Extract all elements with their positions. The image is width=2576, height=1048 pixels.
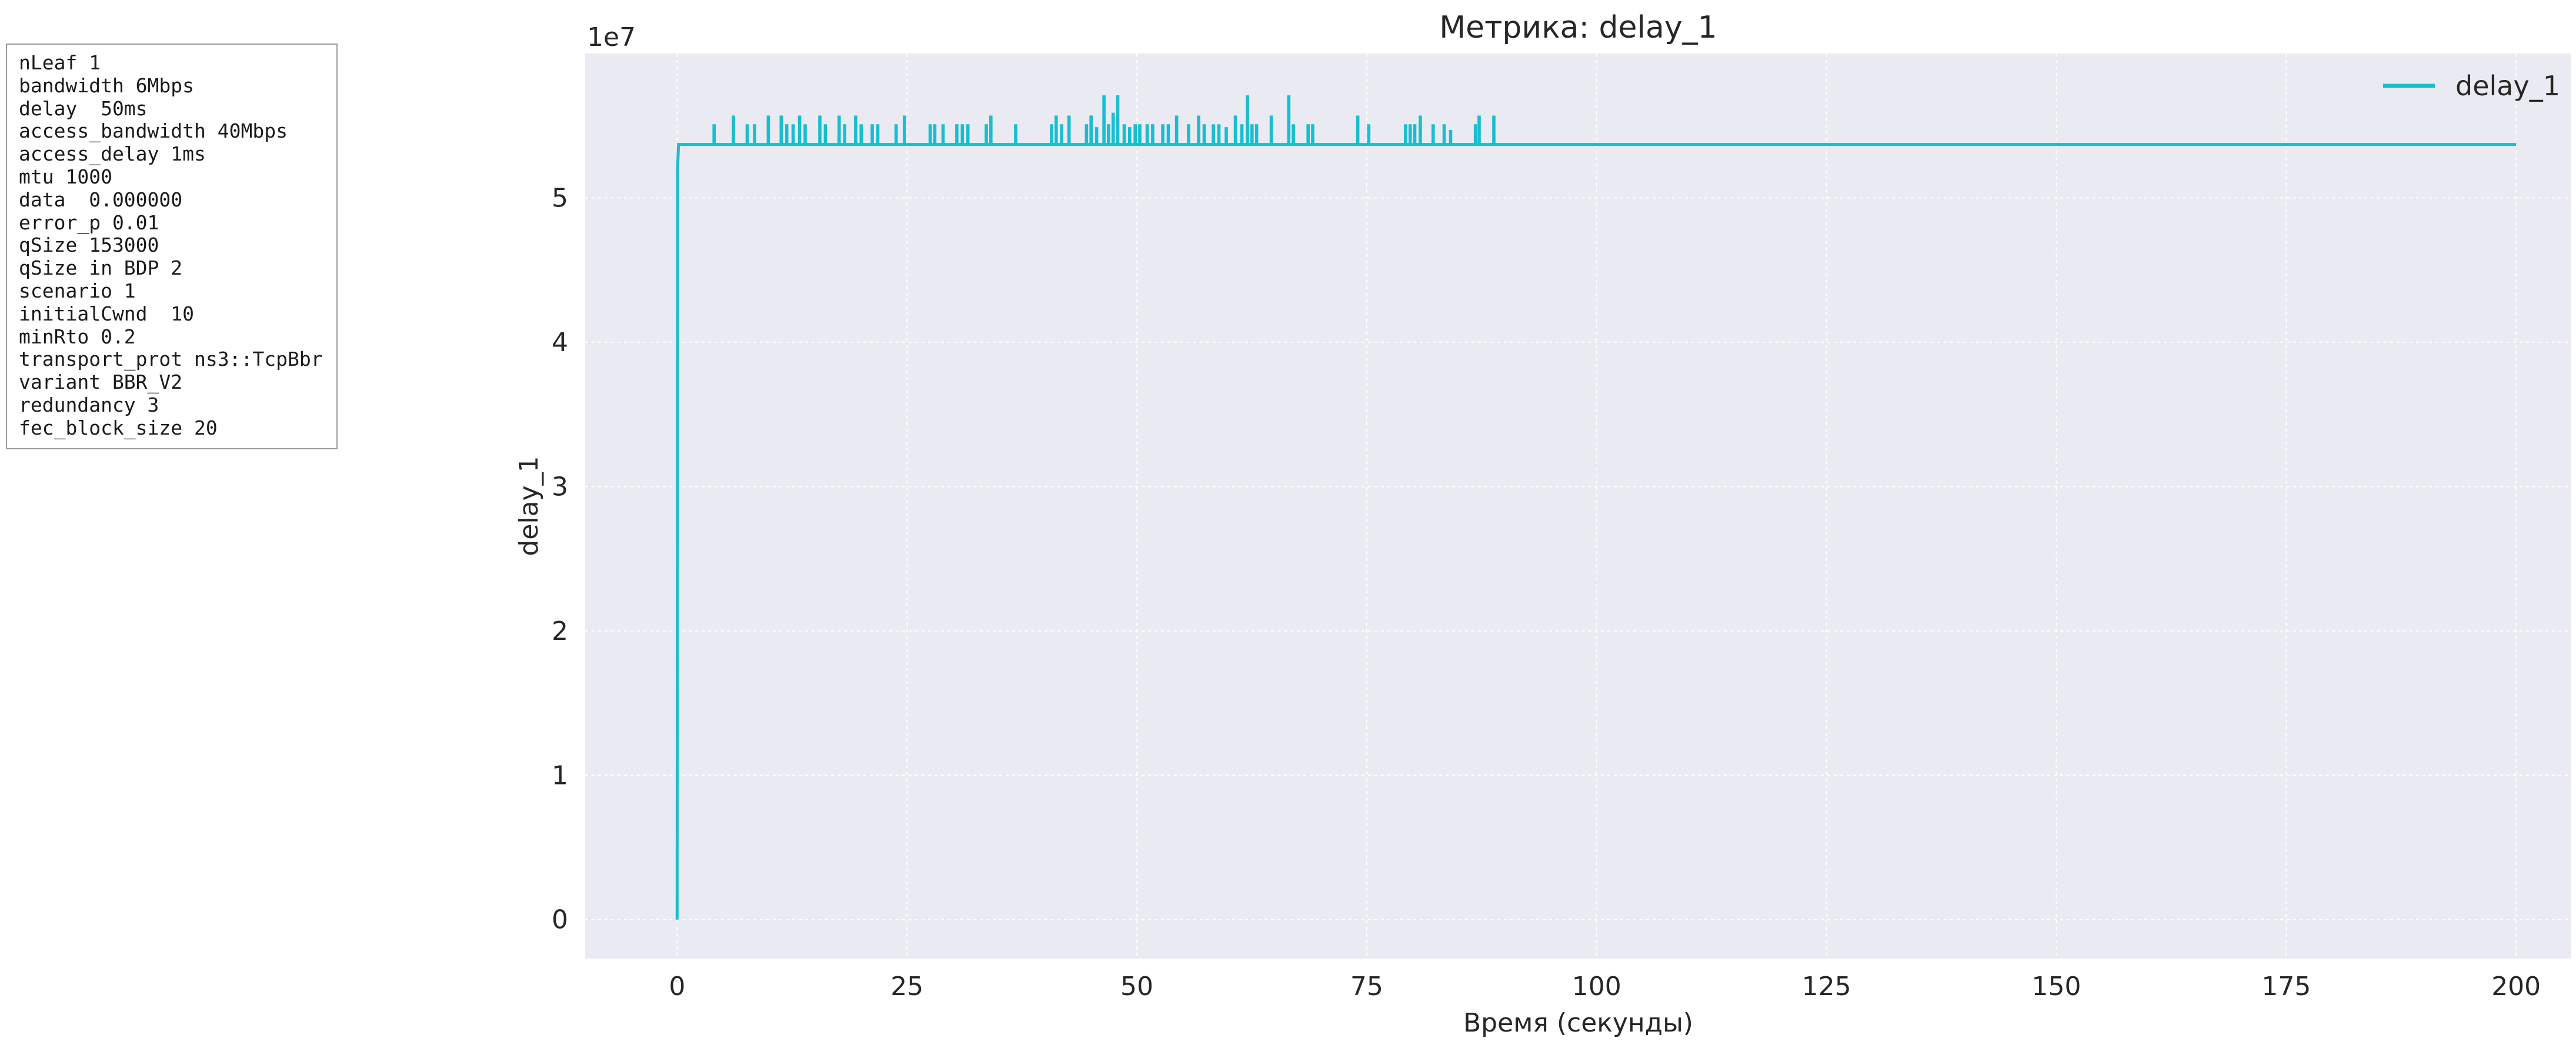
y-tick-label: 1 xyxy=(552,760,568,790)
x-tick-label: 50 xyxy=(1120,972,1153,1002)
param-line: fec_block_size 20 xyxy=(19,416,218,439)
param-line: variant BBR_V2 xyxy=(19,371,183,394)
x-tick-label: 175 xyxy=(2261,972,2311,1002)
param-line: redundancy 3 xyxy=(19,393,159,416)
y-tick-label: 0 xyxy=(552,905,568,935)
param-line: access_bandwidth 40Mbps xyxy=(19,119,288,143)
param-line: transport_prot ns3::TcpBbr xyxy=(19,348,323,371)
x-tick-label: 200 xyxy=(2491,972,2541,1002)
plot-area-background xyxy=(585,54,2571,959)
x-tick-label: 0 xyxy=(669,972,685,1002)
x-tick-label: 75 xyxy=(1350,972,1383,1002)
x-axis-label: Время (секунды) xyxy=(1463,1008,1693,1038)
param-line: scenario 1 xyxy=(19,279,136,302)
y-tick-label: 4 xyxy=(552,328,568,358)
legend: delay_1 xyxy=(2383,70,2560,102)
param-line: delay 50ms xyxy=(19,96,148,120)
y-tick-label: 2 xyxy=(552,616,568,646)
x-tick-label: 150 xyxy=(2031,972,2081,1002)
series-line-delay_1 xyxy=(675,95,2517,920)
param-line: access_delay 1ms xyxy=(19,142,206,166)
param-line: data 0.000000 xyxy=(19,188,183,211)
x-tick-label: 25 xyxy=(890,972,923,1002)
y-tick-label: 5 xyxy=(552,183,568,213)
param-line: bandwidth 6Mbps xyxy=(19,74,195,97)
legend-label-delay_1: delay_1 xyxy=(2455,70,2560,102)
param-line: qSize in BDP 2 xyxy=(19,256,183,280)
param-line: error_p 0.01 xyxy=(19,211,159,234)
grid-lines xyxy=(585,54,2571,959)
param-line: minRto 0.2 xyxy=(19,325,136,348)
series-layer xyxy=(675,95,2517,920)
param-line: mtu 1000 xyxy=(19,165,112,188)
x-tick-label: 100 xyxy=(1572,972,1621,1002)
y-tick-label: 3 xyxy=(552,472,568,502)
y-axis-offset-label: 1e7 xyxy=(587,22,636,52)
chart-title: Метрика: delay_1 xyxy=(1439,10,1717,45)
x-tick-label: 125 xyxy=(1802,972,1851,1002)
y-axis-label: delay_1 xyxy=(514,456,544,556)
param-line: nLeaf 1 xyxy=(19,51,101,74)
param-line: initialCwnd 10 xyxy=(19,302,195,325)
simulation-parameters-box: nLeaf 1 bandwidth 6Mbps delay 50ms access_b… xyxy=(6,44,338,449)
param-line: qSize 153000 xyxy=(19,233,159,257)
tick-labels: 0 25 50 75 100 125 150 175 200 0 1 2 3 4 5 xyxy=(552,183,2541,1002)
